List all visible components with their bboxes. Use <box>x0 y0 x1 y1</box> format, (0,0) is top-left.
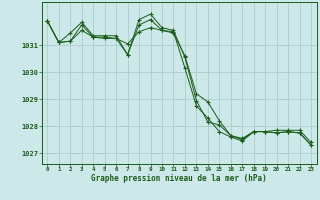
X-axis label: Graphe pression niveau de la mer (hPa): Graphe pression niveau de la mer (hPa) <box>91 174 267 183</box>
